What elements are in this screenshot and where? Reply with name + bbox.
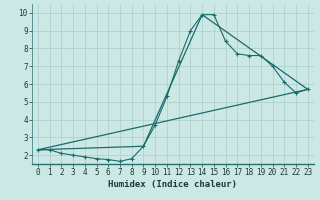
X-axis label: Humidex (Indice chaleur): Humidex (Indice chaleur) <box>108 180 237 189</box>
